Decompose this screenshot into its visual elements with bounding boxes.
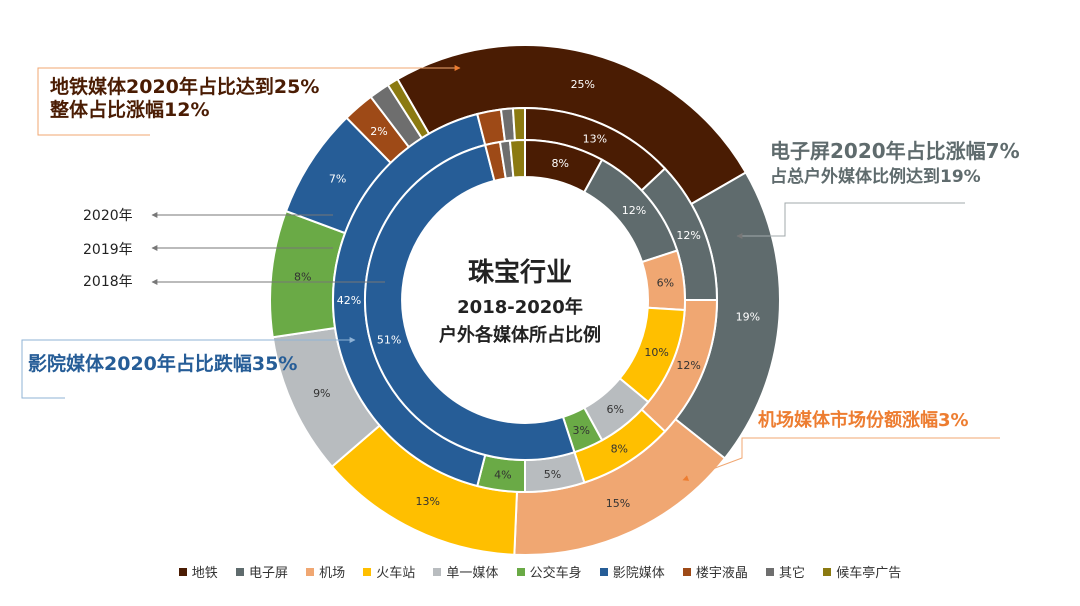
- legend-label: 机场: [319, 566, 346, 581]
- slice-label-2020-cinema: 7%: [329, 172, 346, 185]
- legend-item-screen: 电子屏: [235, 562, 288, 581]
- legend-label: 影院媒体: [612, 566, 665, 581]
- slice-label-2019-single: 5%: [544, 468, 561, 481]
- slice-label-2018-airport: 6%: [657, 276, 674, 289]
- legend-swatch: [599, 568, 608, 576]
- legend-swatch: [306, 568, 315, 576]
- annotation-airport-connector: [682, 437, 1000, 481]
- legend-label: 单一媒体: [446, 566, 499, 581]
- slice-label-2018-screen: 12%: [622, 204, 646, 217]
- legend-item-bus: 公交车身: [516, 562, 582, 581]
- annotation-metro-line-1: 地铁媒体2020年占比达到25%: [50, 76, 320, 98]
- slice-2019-busstop: [511, 106, 526, 142]
- slice-label-2019-bus: 4%: [494, 469, 511, 482]
- legend-swatch: [823, 568, 832, 576]
- slice-label-2020-train: 13%: [415, 495, 439, 508]
- center-title-line-3: 户外各媒体所占比例: [439, 325, 601, 346]
- annotation-screen: 电子屏2020年占比涨幅7% 占总户外媒体比例达到19%: [770, 139, 1020, 187]
- legend-label: 地铁: [191, 566, 218, 581]
- legend-label: 其它: [779, 566, 806, 581]
- slice-label-2018-cinema: 51%: [377, 334, 401, 347]
- legend-label: 楼宇液晶: [695, 566, 748, 581]
- annotation-screen-line-2: 占总户外媒体比例达到19%: [770, 167, 981, 187]
- legend-label: 火车站: [376, 566, 416, 581]
- slice-2018-busstop: [508, 138, 526, 179]
- legend-label: 公交车身: [529, 566, 582, 581]
- legend-item-other: 其它: [766, 562, 805, 581]
- slice-label-2020-metro: 25%: [571, 78, 595, 91]
- annotation-metro-connector: [37, 65, 461, 136]
- year-label-2019: 2019年: [83, 242, 133, 258]
- slice-label-2019-screen: 12%: [676, 229, 700, 242]
- legend-label: 电子屏: [248, 566, 288, 581]
- center-title-line-1: 珠宝行业: [467, 258, 572, 288]
- legend-swatch: [682, 568, 691, 576]
- slice-label-2020-airport: 15%: [606, 497, 630, 510]
- legend-label: 候车亭广告: [836, 566, 902, 581]
- center-title-line-2: 2018-2020年: [457, 297, 583, 318]
- slice-label-2019-train: 8%: [611, 443, 628, 456]
- annotation-cinema-line-1: 影院媒体2020年占比跌幅35%: [28, 353, 298, 375]
- slice-label-2018-single: 6%: [606, 403, 623, 416]
- legend-item-metro: 地铁: [178, 562, 218, 581]
- slice-label-2018-train: 10%: [644, 346, 668, 359]
- annotation-screen-line-1: 电子屏2020年占比涨幅7%: [770, 139, 1020, 163]
- legend-item-single: 单一媒体: [433, 562, 498, 581]
- legend-swatch: [235, 568, 244, 576]
- legend-swatch: [766, 568, 775, 576]
- slice-label-2020-bus: 8%: [294, 271, 311, 284]
- year-label-2020: 2020年: [83, 208, 133, 224]
- legend-item-airport: 机场: [306, 562, 345, 581]
- legend-item-train: 火车站: [363, 562, 415, 581]
- legend-item-lcd: 楼宇液晶: [682, 562, 748, 581]
- legend-item-cinema: 影院媒体: [599, 562, 665, 581]
- legend-swatch: [178, 568, 187, 576]
- annotation-screen-connector: [736, 202, 965, 239]
- slice-label-2020-screen: 19%: [736, 310, 760, 323]
- slice-2018-cinema: [363, 143, 576, 462]
- slice-label-2020-lcd: 2%: [370, 125, 387, 138]
- year-label-2018: 2018年: [83, 274, 133, 290]
- annotation-airport: 机场媒体市场份额涨幅3%: [758, 410, 969, 432]
- annotation-airport-line-1: 机场媒体市场份额涨幅3%: [758, 410, 969, 431]
- center-title: 珠宝行业 2018-2020年 户外各媒体所占比例: [420, 252, 620, 347]
- slice-label-2018-bus: 3%: [572, 424, 589, 437]
- slice-label-2019-metro: 13%: [583, 133, 607, 146]
- annotation-cinema: 影院媒体2020年占比跌幅35%: [28, 353, 297, 376]
- legend: 地铁 电子屏 机场 火车站 单一媒体 公交车身 影院媒体 楼宇液晶 其它 候车亭…: [0, 562, 1080, 581]
- annotation-metro-line-2: 整体占比涨幅12%: [50, 98, 210, 121]
- slice-label-2018-metro: 8%: [551, 157, 568, 170]
- legend-swatch: [433, 568, 442, 576]
- legend-swatch: [363, 568, 372, 576]
- legend-item-busstop: 候车亭广告: [823, 562, 901, 581]
- slice-label-2019-airport: 12%: [676, 359, 700, 372]
- slice-label-2019-cinema: 42%: [337, 294, 361, 307]
- legend-swatch: [516, 568, 525, 576]
- slice-label-2020-single: 9%: [313, 387, 330, 400]
- annotation-cinema-connector: [21, 337, 356, 399]
- annotation-metro: 地铁媒体2020年占比达到25% 整体占比涨幅12%: [50, 76, 319, 122]
